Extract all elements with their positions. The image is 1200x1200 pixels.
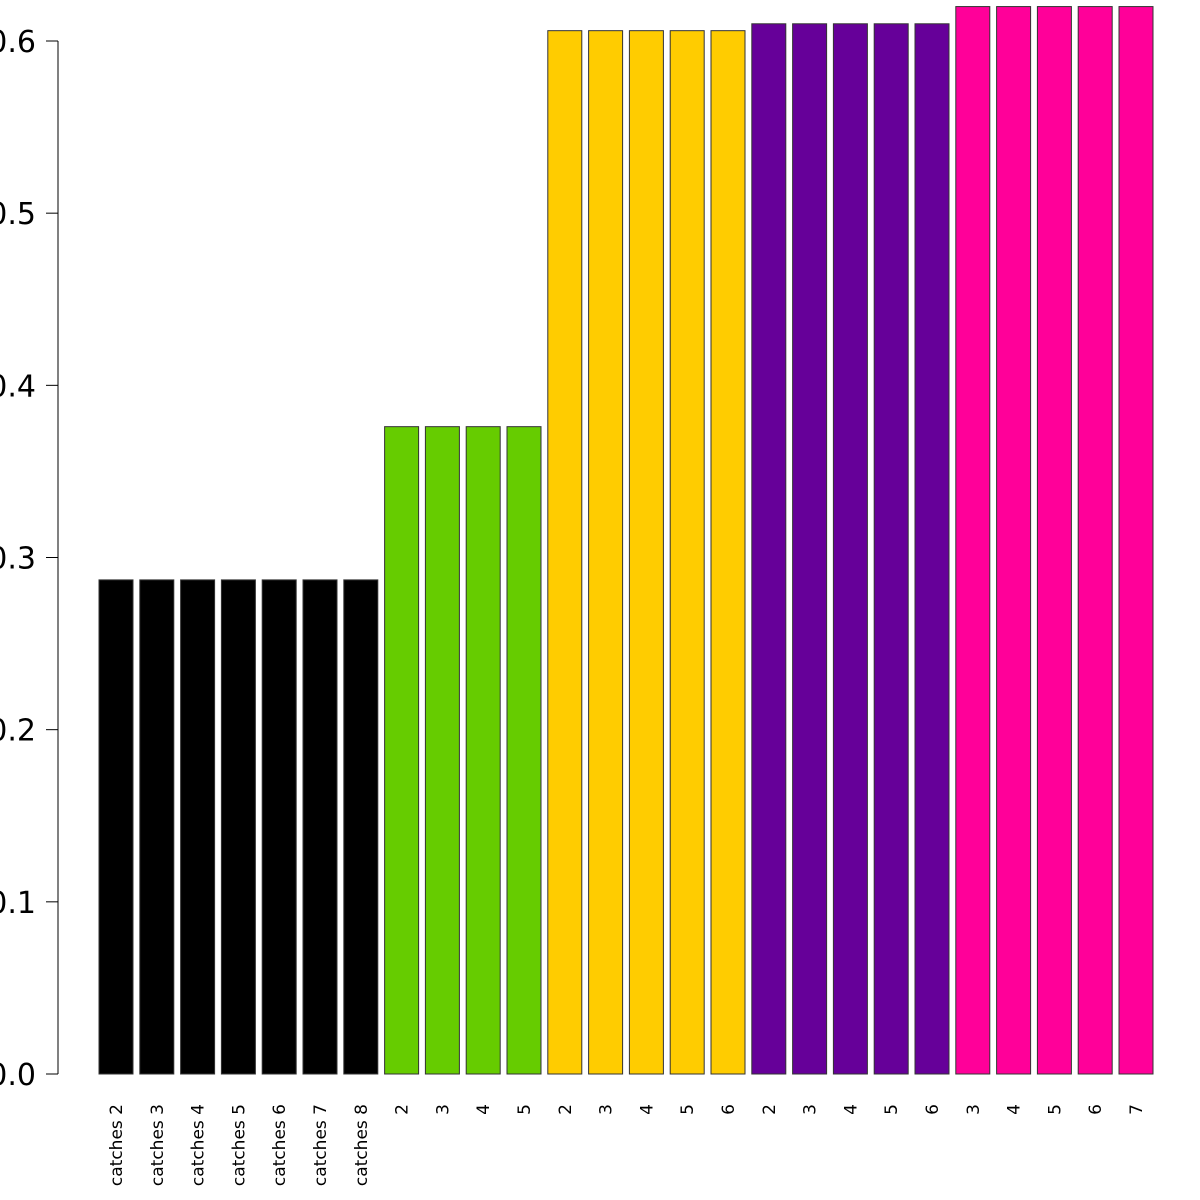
x-tick-label: 4 — [1005, 1104, 1025, 1115]
bars — [98, 6, 1154, 1075]
bar — [669, 30, 705, 1075]
x-tick-label: 4 — [474, 1104, 494, 1115]
x-tick-label: catches 2 — [107, 1104, 127, 1186]
bar — [384, 426, 420, 1075]
x-tick-label: catches 4 — [189, 1104, 209, 1186]
x-tick-label: 3 — [433, 1104, 453, 1115]
y-tick-label: 0.3 — [0, 542, 36, 577]
x-tick-label: 5 — [1045, 1104, 1065, 1115]
bar — [98, 579, 134, 1075]
bar — [1036, 6, 1072, 1075]
bar — [751, 23, 787, 1075]
bar — [220, 579, 256, 1075]
bar — [180, 579, 216, 1075]
x-tick-label: 2 — [393, 1104, 413, 1115]
bar — [832, 23, 868, 1075]
bar — [873, 23, 909, 1075]
y-tick-label: 0.4 — [0, 369, 36, 404]
y-tick-label: 0.1 — [0, 886, 36, 921]
y-tick-label: 0.6 — [0, 25, 36, 60]
x-tick-label: 3 — [801, 1104, 821, 1115]
y-tick-label: 0.2 — [0, 714, 36, 749]
x-tick-label: 2 — [760, 1104, 780, 1115]
bar — [506, 426, 542, 1075]
bar — [261, 579, 297, 1075]
bar — [588, 30, 624, 1075]
bar — [343, 579, 379, 1075]
bar — [139, 579, 175, 1075]
x-tick-label: 6 — [1086, 1104, 1106, 1115]
bar — [547, 30, 583, 1075]
x-tick-label: 5 — [882, 1104, 902, 1115]
x-tick-label: 2 — [556, 1104, 576, 1115]
bar — [1077, 6, 1113, 1075]
x-tick-label: 5 — [678, 1104, 698, 1115]
x-tick-label: 7 — [1127, 1104, 1147, 1115]
bar — [914, 23, 950, 1075]
bar — [424, 426, 460, 1075]
bar — [710, 30, 746, 1075]
x-tick-label: catches 6 — [270, 1104, 290, 1186]
x-tick-label: 5 — [515, 1104, 535, 1115]
x-tick-label: catches 8 — [352, 1104, 372, 1186]
y-tick-label: 0.0 — [0, 1058, 36, 1093]
x-axis-labels: catches 2 catches 3 catches 4 catches 5 catc… — [107, 1104, 1147, 1186]
x-tick-label: catches 3 — [148, 1104, 168, 1186]
x-tick-label: 6 — [923, 1104, 943, 1115]
x-tick-label: 3 — [964, 1104, 984, 1115]
x-tick-label: catches 5 — [229, 1104, 249, 1186]
y-axis: 0.0 0.1 0.2 0.3 0.4 0.5 0.6 — [0, 25, 59, 1093]
bar — [792, 23, 828, 1075]
bar — [955, 6, 991, 1075]
bar — [465, 426, 501, 1075]
x-tick-label: catches 7 — [311, 1104, 331, 1186]
bar — [628, 30, 664, 1075]
x-tick-label: 3 — [597, 1104, 617, 1115]
x-tick-label: 6 — [719, 1104, 739, 1115]
x-tick-label: 4 — [841, 1104, 861, 1115]
bar — [1118, 6, 1154, 1075]
bar — [302, 579, 338, 1075]
x-tick-label: 4 — [637, 1104, 657, 1115]
bar — [996, 6, 1032, 1075]
y-tick-label: 0.5 — [0, 197, 36, 232]
